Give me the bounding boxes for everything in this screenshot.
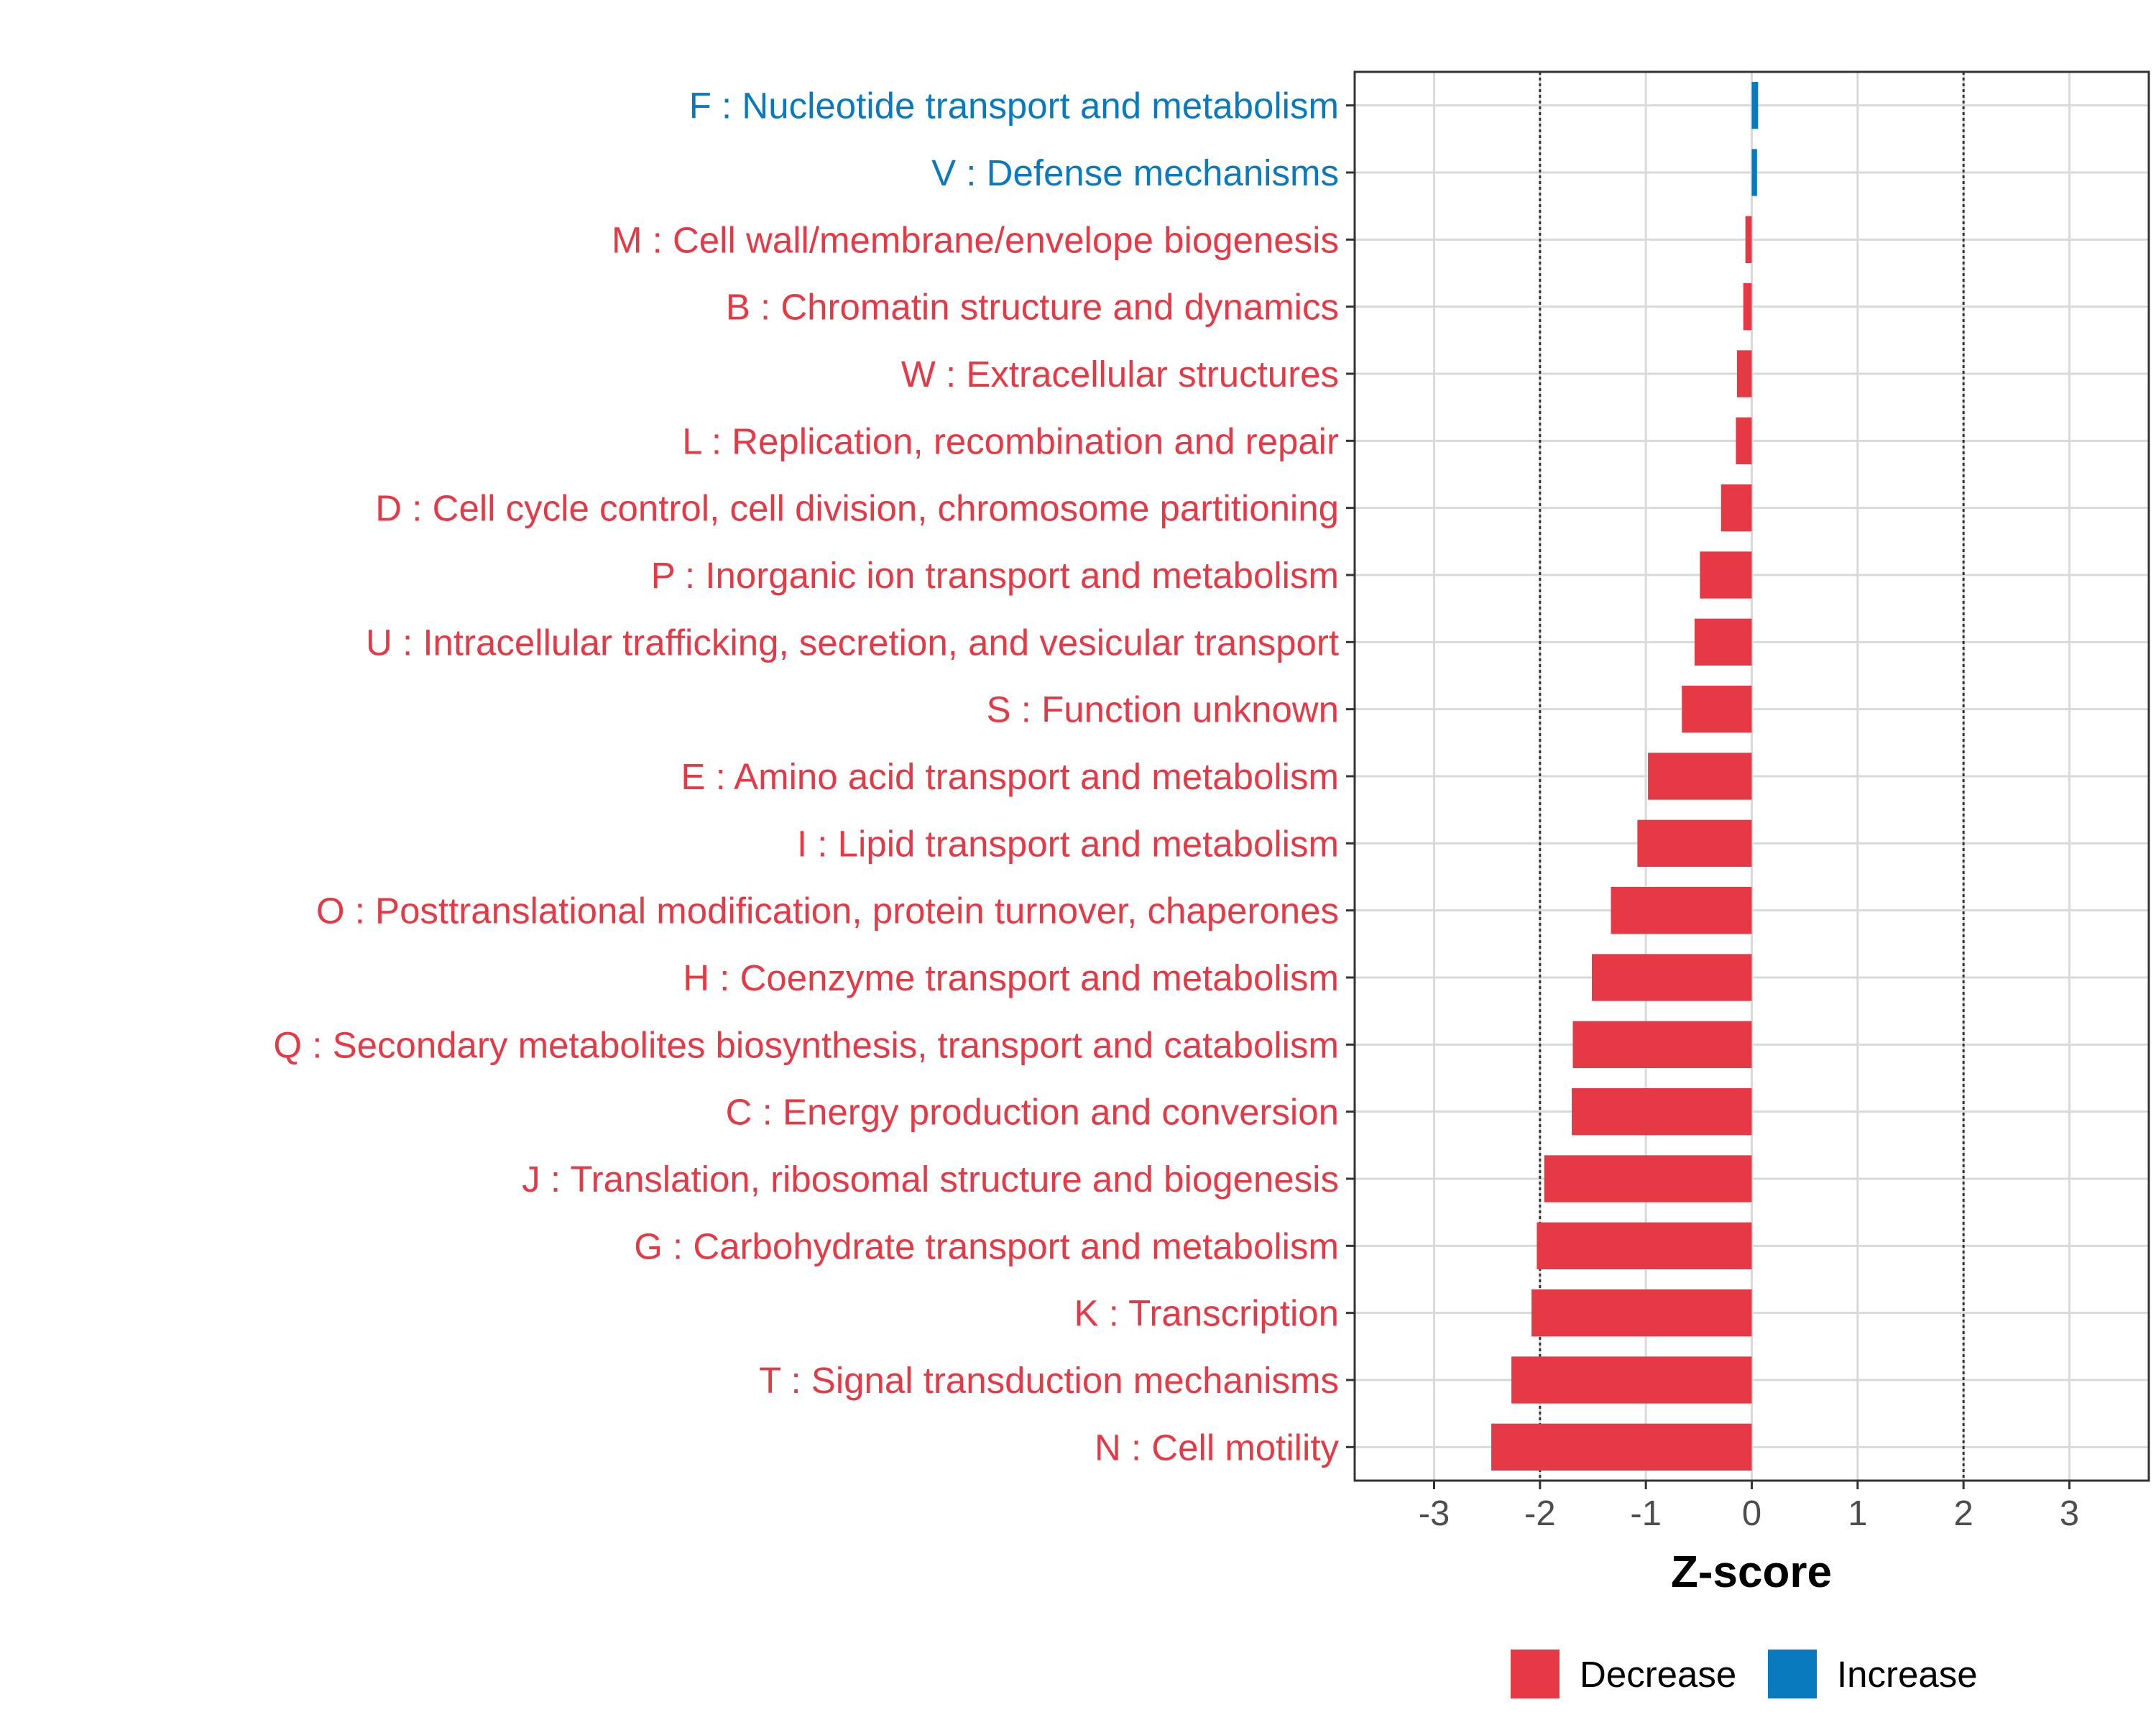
bar-2 xyxy=(1745,216,1752,263)
legend-label-increase: Increase xyxy=(1837,1654,1978,1695)
bar-1 xyxy=(1751,149,1757,196)
bar-17 xyxy=(1537,1222,1752,1269)
category-label-15: C : Energy production and conversion xyxy=(726,1092,1339,1133)
bar-0 xyxy=(1751,82,1759,129)
x-tick-label-6: 3 xyxy=(2060,1494,2079,1533)
category-label-8: U : Intracellular trafficking, secretion… xyxy=(366,622,1339,663)
x-axis-tick-labels: -3 -2 -1 0 1 2 3 xyxy=(1419,1494,2079,1533)
y-axis-category-labels: F : Nucleotide transport and metabolism V… xyxy=(273,86,1339,1468)
bar-12 xyxy=(1611,887,1752,934)
legend-label-decrease: Decrease xyxy=(1580,1654,1736,1695)
category-label-9: S : Function unknown xyxy=(987,689,1339,730)
category-label-1: V : Defense mechanisms xyxy=(931,152,1339,193)
y-axis-ticks xyxy=(1346,104,1355,1448)
bar-8 xyxy=(1694,618,1752,666)
bar-4 xyxy=(1736,350,1752,397)
legend-key-increase xyxy=(1768,1650,1817,1698)
category-label-4: W : Extracellular structures xyxy=(901,354,1339,395)
bar-20 xyxy=(1491,1423,1752,1471)
bar-7 xyxy=(1700,551,1752,599)
bar-14 xyxy=(1572,1021,1752,1068)
x-tick-label-5: 2 xyxy=(1954,1494,1973,1533)
category-label-17: G : Carbohydrate transport and metabolis… xyxy=(634,1225,1339,1266)
category-label-2: M : Cell wall/membrane/envelope biogenes… xyxy=(612,219,1339,260)
category-label-7: P : Inorganic ion transport and metaboli… xyxy=(651,555,1339,596)
x-tick-label-2: -1 xyxy=(1630,1494,1662,1533)
x-tick-label-0: -3 xyxy=(1419,1494,1450,1533)
category-label-5: L : Replication, recombination and repai… xyxy=(682,420,1339,461)
bar-16 xyxy=(1544,1155,1752,1202)
bar-15 xyxy=(1572,1088,1752,1136)
category-label-10: E : Amino acid transport and metabolism xyxy=(681,756,1339,797)
bar-11 xyxy=(1637,819,1752,867)
category-label-20: N : Cell motility xyxy=(1095,1427,1340,1468)
bars xyxy=(1491,82,1759,1471)
category-label-12: O : Posttranslational modification, prot… xyxy=(316,891,1339,932)
category-label-11: I : Lipid transport and metabolism xyxy=(797,823,1339,864)
category-label-18: K : Transcription xyxy=(1074,1293,1339,1334)
x-tick-label-1: -2 xyxy=(1524,1494,1556,1533)
category-label-14: Q : Secondary metabolites biosynthesis, … xyxy=(273,1024,1339,1065)
legend: Decrease Increase xyxy=(1511,1650,1978,1698)
category-label-13: H : Coenzyme transport and metabolism xyxy=(683,957,1339,998)
bar-13 xyxy=(1592,954,1752,1001)
category-label-0: F : Nucleotide transport and metabolism xyxy=(689,86,1339,126)
x-tick-label-4: 1 xyxy=(1848,1494,1867,1533)
category-label-19: T : Signal transduction mechanisms xyxy=(759,1360,1339,1401)
bar-3 xyxy=(1743,283,1752,331)
x-tick-label-3: 0 xyxy=(1742,1494,1761,1533)
bar-6 xyxy=(1720,484,1752,532)
bar-9 xyxy=(1682,686,1752,733)
bar-10 xyxy=(1648,753,1752,800)
category-label-16: J : Translation, ribosomal structure and… xyxy=(522,1159,1339,1200)
legend-key-decrease xyxy=(1511,1650,1560,1698)
bar-19 xyxy=(1511,1356,1752,1404)
x-axis-ticks xyxy=(1433,1481,2070,1489)
category-label-6: D : Cell cycle control, cell division, c… xyxy=(375,488,1339,529)
bar-5 xyxy=(1736,417,1752,464)
x-axis-title: Z-score xyxy=(1671,1547,1832,1597)
category-label-3: B : Chromatin structure and dynamics xyxy=(726,287,1339,328)
bar-18 xyxy=(1531,1289,1752,1337)
